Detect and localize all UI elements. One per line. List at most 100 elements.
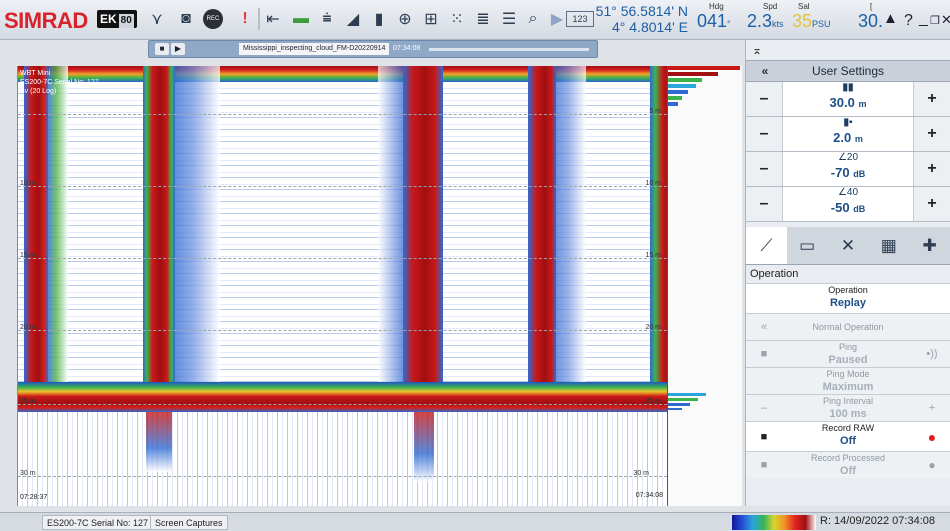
ping-mode-item[interactable]: Ping Mode Maximum <box>746 367 950 394</box>
ping-interval-item[interactable]: – Ping Interval 100 ms + <box>746 394 950 421</box>
depth-label-right: 5 m <box>649 108 661 115</box>
status-tab-transceiver[interactable]: ES200-7C Serial No: 127 <box>42 515 154 530</box>
minimize-icon[interactable]: _ <box>919 10 928 27</box>
replay-slider[interactable] <box>429 48 589 51</box>
speed-value: 2.3 <box>747 11 773 31</box>
layers-icon[interactable]: ☰ <box>501 11 517 28</box>
operation-name: Operation <box>828 285 868 295</box>
sweep-icon[interactable]: ⟋ <box>746 227 787 264</box>
range-increase-button[interactable]: + <box>914 82 950 116</box>
ping-return <box>668 408 682 410</box>
record-processed-item[interactable]: ■ Record Processed Off ● <box>746 451 950 478</box>
temperature-label: [ <box>870 2 873 11</box>
ping-sound-icon[interactable]: •)) <box>926 348 938 360</box>
tools-icon[interactable]: ✕ <box>840 235 856 255</box>
range-value-box[interactable]: ▮▮ 30.0 m <box>782 82 914 116</box>
depth-gridline <box>18 186 667 187</box>
plus-icon[interactable]: ✚ <box>922 235 937 255</box>
stop-icon[interactable]: ■ <box>155 43 169 55</box>
depth-gridline <box>18 258 667 259</box>
start-value-box[interactable]: ▮▪ 2.0 m <box>782 117 914 151</box>
echo-plume <box>528 66 556 406</box>
help-button[interactable]: ? <box>904 12 913 29</box>
start-increase-button[interactable]: + <box>914 117 950 151</box>
video-icon[interactable]: ▶ <box>550 11 564 28</box>
depth-icon[interactable]: ⩧ <box>322 10 332 27</box>
pin-icon[interactable]: ⌅ <box>752 43 763 57</box>
ping-interval-value: 100 ms <box>829 408 867 420</box>
gain-increase-button[interactable]: + <box>914 152 950 186</box>
heading-unit: ° <box>727 19 731 29</box>
gain-value-box[interactable]: ∠20 -70 dB <box>782 152 914 186</box>
depth-label-right: 10 m <box>645 180 661 187</box>
gain-value: -70 <box>830 165 850 180</box>
threshold-value-box[interactable]: ∠40 -50 dB <box>782 187 914 221</box>
start-unit: m <box>854 134 863 144</box>
ping-mode-name: Ping Mode <box>826 369 870 379</box>
echo-plume-edge <box>48 66 68 406</box>
target-icon[interactable]: ⊕ <box>398 11 412 28</box>
record-raw-stop-icon[interactable]: ■ <box>760 430 768 443</box>
histogram-icon[interactable]: ≣ <box>476 11 490 28</box>
operation-menu-item[interactable]: Operation Replay <box>746 283 950 313</box>
close-icon[interactable]: ✕ <box>941 12 950 27</box>
replay-timestamp: R: 14/09/2022 07:34:08 <box>820 515 935 527</box>
chevrons-down-icon[interactable]: ⋎ <box>151 11 163 28</box>
record-raw-name: Record RAW <box>821 423 875 433</box>
bottom-icon[interactable]: ◢ <box>346 11 360 28</box>
depth-label-left: 30 m <box>20 470 36 477</box>
threshold-stepper: – ∠40 -50 dB + <box>746 187 950 222</box>
scatter-icon[interactable]: ⁙ <box>450 11 464 28</box>
alert-triangle-icon[interactable]: ▲ <box>883 10 898 27</box>
panel-title: User Settings <box>811 64 885 78</box>
range-icon[interactable]: ⇤ <box>266 11 280 28</box>
record-icon[interactable]: REC <box>203 9 223 29</box>
normal-operation-item[interactable]: « Normal Operation <box>746 313 950 340</box>
play-icon[interactable]: ▶ <box>171 43 185 55</box>
record-raw-item[interactable]: ■ Record RAW Off ● <box>746 421 950 451</box>
speed-unit: kts <box>772 19 784 29</box>
record-raw-value: Off <box>840 435 856 447</box>
status-tab-screen-captures[interactable]: Screen Captures <box>150 515 228 530</box>
user-settings-panel: ⌅ « User Settings – ▮▮ 30.0 m + – ▮▪ 2.0… <box>745 40 950 506</box>
echogram-end-time: 07:34:08 <box>635 492 663 499</box>
camera-icon[interactable]: ◙ <box>181 10 191 27</box>
monitor-icon[interactable]: ▭ <box>799 235 816 255</box>
ping-item[interactable]: ■ Ping Paused •)) <box>746 340 950 367</box>
ping-interval-increase-button[interactable]: + <box>928 402 936 414</box>
start-decrease-button[interactable]: – <box>746 117 782 151</box>
threshold-value: -50 <box>830 200 850 215</box>
restore-icon[interactable]: ❐ <box>930 15 940 27</box>
record-processed-stop-icon[interactable]: ■ <box>760 459 768 471</box>
bars-icon[interactable]: ▮ <box>374 11 384 28</box>
ping-value: Paused <box>828 354 868 366</box>
start-value: 2.0 <box>833 130 852 145</box>
ping-return <box>668 393 706 396</box>
depth-label-left: 10 m <box>20 180 36 187</box>
record-dot-icon[interactable]: ● <box>927 428 937 445</box>
echogram[interactable]: 5 m 10 m 15 m 20 m 25 m 30 m 10 m 15 m 2… <box>17 66 667 506</box>
gain-decrease-button[interactable]: – <box>746 152 782 186</box>
numeric-icon[interactable]: 123 <box>566 11 594 27</box>
alert-icon[interactable]: ! <box>242 10 248 27</box>
layout-icon[interactable]: ▦ <box>880 235 897 255</box>
horizon-icon[interactable]: ▬ <box>293 10 309 27</box>
salinity-value: 35 <box>792 11 813 31</box>
sub-bottom <box>18 412 667 506</box>
grid-icon[interactable]: ⊞ <box>424 11 438 28</box>
gain-slope-icon: ∠ <box>837 152 847 163</box>
ping-name: Ping <box>838 342 857 352</box>
replay-bar[interactable]: ■ ▶ Mississippi_inspecting_cloud_FM-D202… <box>148 40 598 58</box>
start-range-icon: ▮▪ <box>843 117 853 128</box>
echo-plume <box>650 66 667 406</box>
ping-return <box>668 398 698 401</box>
stop-icon[interactable]: ■ <box>760 348 768 360</box>
ping-interval-decrease-button[interactable]: – <box>760 402 768 414</box>
collapse-panel-button[interactable]: « <box>761 64 769 78</box>
heading-value: 041 <box>697 11 728 31</box>
range-decrease-button[interactable]: – <box>746 82 782 116</box>
record-processed-dot-icon[interactable]: ● <box>928 458 936 472</box>
threshold-decrease-button[interactable]: – <box>746 187 782 221</box>
zoom-icon[interactable]: ⌕ <box>528 10 538 27</box>
threshold-increase-button[interactable]: + <box>914 187 950 221</box>
